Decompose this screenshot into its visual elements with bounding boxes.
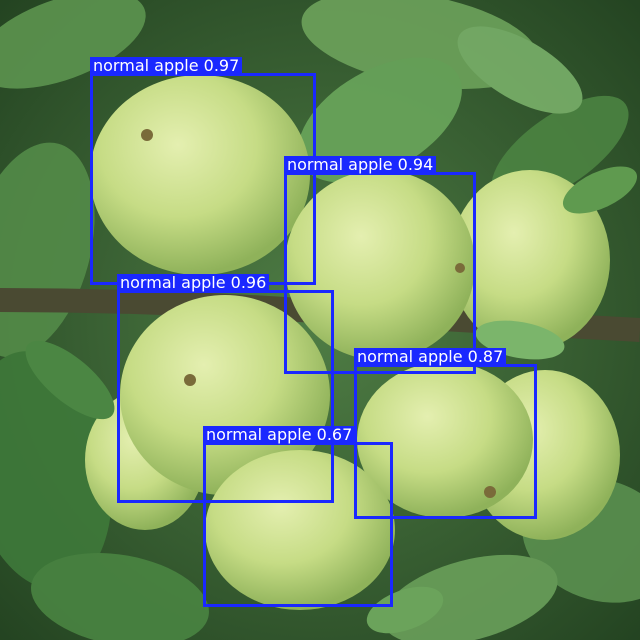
detection-box: normal apple 0.87 [354, 348, 537, 519]
apple-stems [141, 129, 496, 498]
detection-box: normal apple 0.96 [117, 274, 334, 503]
detection-label: normal apple 0.96 [117, 274, 270, 292]
detection-box: normal apple 0.97 [90, 57, 316, 285]
detection-label: normal apple 0.97 [90, 57, 243, 75]
detection-box: normal apple 0.67 [203, 426, 393, 607]
detection-label: normal apple 0.87 [354, 348, 507, 366]
detection-box: normal apple 0.94 [284, 156, 476, 374]
detection-label: normal apple 0.94 [284, 156, 437, 174]
apples [85, 75, 620, 610]
detection-label: normal apple 0.67 [203, 426, 356, 444]
